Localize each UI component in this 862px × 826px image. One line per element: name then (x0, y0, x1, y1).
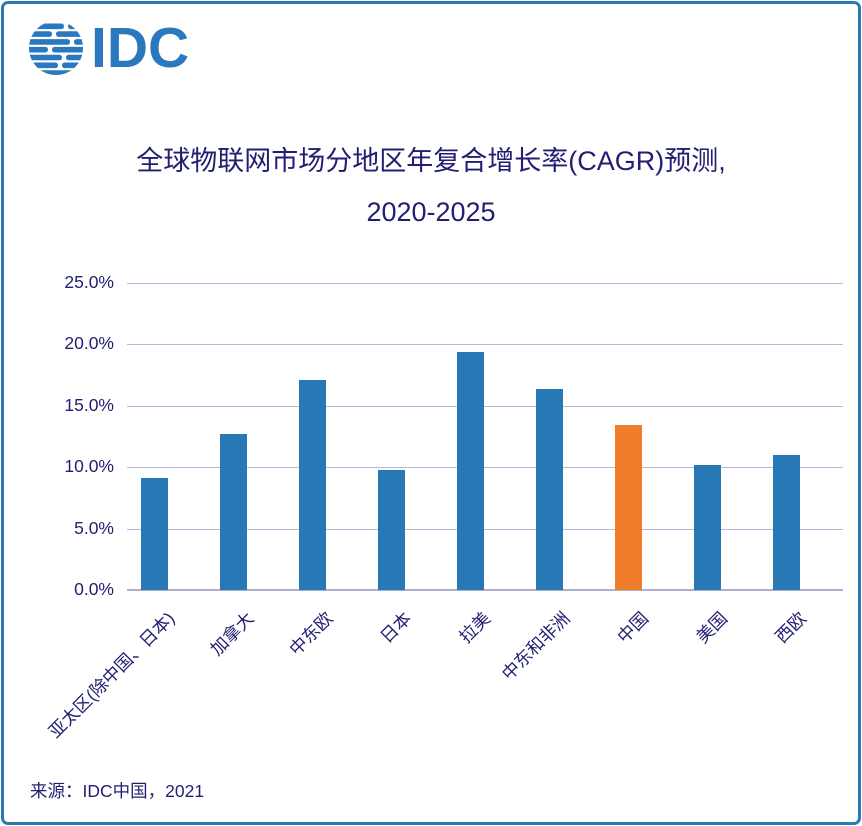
idc-logo: IDC (28, 16, 190, 80)
y-tick-label-20.0%: 20.0% (64, 333, 114, 354)
x-tick-label-中东和非洲: 中东和非洲 (497, 608, 574, 685)
bar-美国 (693, 464, 721, 590)
idc-logo-text: IDC (91, 16, 190, 80)
bar-加拿大 (219, 434, 247, 590)
bar-拉美 (456, 351, 484, 590)
gridline-5 (127, 528, 843, 530)
x-tick-label-亚太区(除中国、日本): 亚太区(除中国、日本) (44, 608, 179, 742)
y-tick-label-25.0%: 25.0% (64, 272, 114, 292)
bar-日本 (377, 469, 405, 590)
y-tick-label-15.0%: 15.0% (64, 394, 114, 415)
bar-西欧 (772, 454, 800, 590)
source-note: 来源：IDC中国，2021 (30, 781, 205, 801)
x-tick-label-日本: 日本 (376, 608, 416, 648)
x-tick-label-中国: 中国 (613, 608, 653, 648)
chart-title-line1: 全球物联网市场分地区年复合增长率(CAGR)预测, (136, 146, 726, 176)
x-axis-labels: 亚太区(除中国、日本) 加拿大 中东欧 日本 拉美 中东和非洲 中国 美国 西欧 (45, 598, 843, 768)
gridline-15 (127, 405, 843, 407)
bar-亚太区(除中国、日本) (140, 478, 168, 590)
x-tick-label-中东欧: 中东欧 (284, 608, 337, 660)
chart-title: 全球物联网市场分地区年复合增长率(CAGR)预测, 2020-2025 (0, 136, 862, 238)
x-tick-label-美国: 美国 (692, 608, 732, 648)
bar-中东和非洲 (535, 388, 563, 590)
x-axis-line (127, 589, 843, 591)
x-tick-label-西欧: 西欧 (771, 608, 811, 648)
idc-globe-icon (29, 23, 83, 75)
y-tick-label-5.0%: 5.0% (74, 517, 114, 538)
gridline-20 (127, 344, 843, 346)
bar-chart-plot-area (127, 283, 843, 591)
x-tick-label-拉美: 拉美 (455, 608, 495, 648)
x-tick-label-加拿大: 加拿大 (205, 608, 258, 660)
bar-中国 (614, 425, 642, 590)
chart-title-line2: 2020-2025 (366, 197, 496, 227)
gridline-25 (127, 283, 843, 284)
bar-中东欧 (298, 380, 326, 590)
y-tick-label-0.0%: 0.0% (74, 579, 114, 599)
y-tick-label-10.0%: 10.0% (64, 456, 114, 477)
gridline-10 (127, 467, 843, 469)
